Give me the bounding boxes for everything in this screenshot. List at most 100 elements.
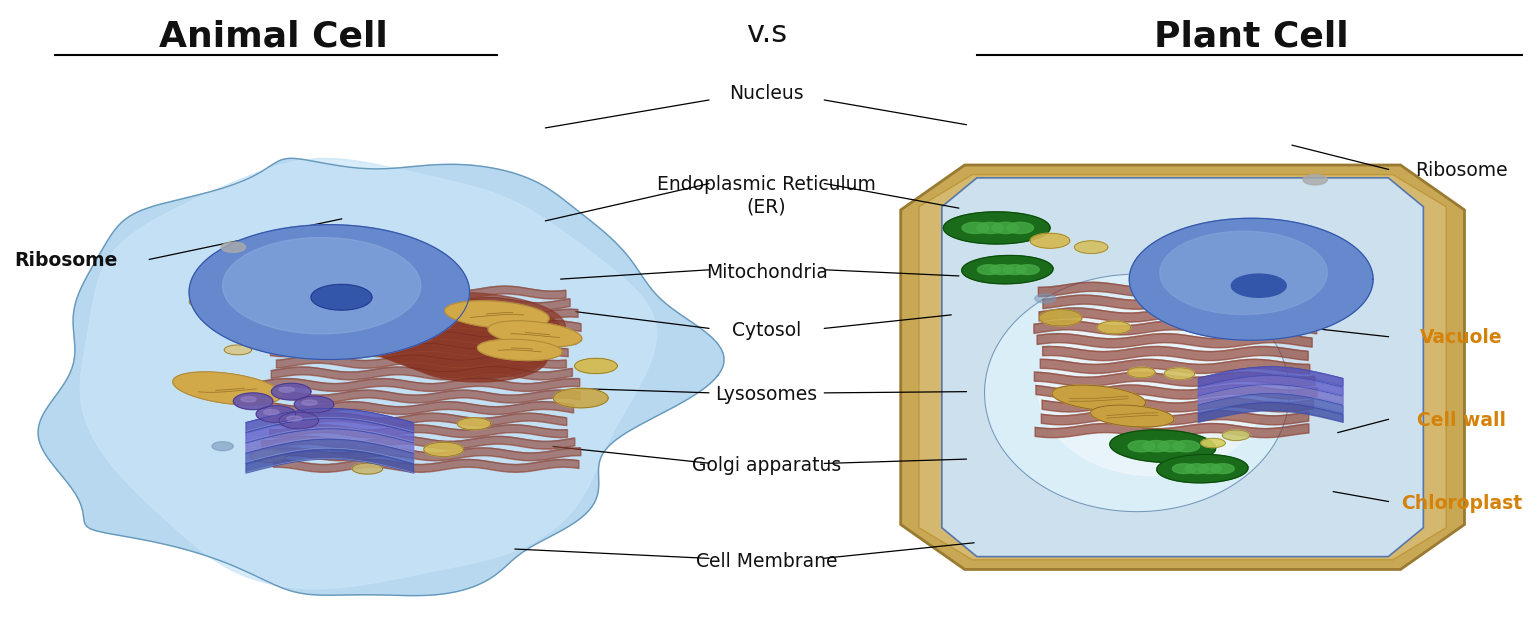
- Polygon shape: [295, 396, 333, 413]
- Polygon shape: [1210, 464, 1235, 474]
- Polygon shape: [410, 334, 547, 382]
- Polygon shape: [1129, 218, 1373, 340]
- Polygon shape: [1052, 385, 1146, 411]
- Polygon shape: [233, 393, 273, 410]
- Polygon shape: [962, 222, 989, 234]
- Polygon shape: [1201, 438, 1226, 447]
- Polygon shape: [1174, 440, 1200, 452]
- Text: Cell Membrane: Cell Membrane: [696, 552, 837, 571]
- Polygon shape: [458, 418, 492, 429]
- Polygon shape: [189, 225, 470, 360]
- Polygon shape: [221, 242, 246, 252]
- Polygon shape: [257, 406, 296, 422]
- Polygon shape: [1111, 430, 1215, 462]
- Polygon shape: [1172, 464, 1197, 474]
- Polygon shape: [398, 327, 550, 379]
- Polygon shape: [943, 212, 1051, 244]
- Polygon shape: [250, 449, 287, 462]
- Polygon shape: [1060, 311, 1077, 318]
- Text: Chloroplast: Chloroplast: [1401, 494, 1522, 514]
- Polygon shape: [310, 284, 372, 310]
- Polygon shape: [553, 388, 608, 408]
- Polygon shape: [303, 400, 316, 405]
- Polygon shape: [1160, 231, 1327, 315]
- Polygon shape: [962, 256, 1054, 284]
- Polygon shape: [212, 442, 233, 451]
- Polygon shape: [38, 159, 723, 596]
- Polygon shape: [1003, 265, 1026, 275]
- Polygon shape: [247, 310, 269, 319]
- Polygon shape: [1015, 265, 1040, 275]
- Polygon shape: [336, 292, 565, 363]
- Polygon shape: [478, 340, 562, 360]
- Polygon shape: [364, 236, 401, 252]
- Polygon shape: [991, 265, 1014, 275]
- Polygon shape: [574, 358, 617, 374]
- Polygon shape: [1031, 233, 1071, 248]
- Polygon shape: [264, 410, 280, 415]
- Polygon shape: [174, 372, 281, 405]
- Polygon shape: [1127, 367, 1155, 377]
- Polygon shape: [1035, 294, 1057, 303]
- Polygon shape: [900, 165, 1464, 569]
- Text: v.s: v.s: [746, 19, 786, 48]
- Polygon shape: [424, 442, 464, 456]
- Polygon shape: [1074, 241, 1107, 254]
- Polygon shape: [174, 372, 281, 405]
- Polygon shape: [224, 345, 252, 355]
- Polygon shape: [280, 412, 318, 429]
- Polygon shape: [1198, 464, 1221, 474]
- Polygon shape: [230, 277, 261, 288]
- Text: Cytosol: Cytosol: [733, 321, 802, 340]
- Polygon shape: [488, 321, 582, 347]
- Polygon shape: [272, 383, 310, 400]
- Polygon shape: [189, 295, 226, 308]
- Polygon shape: [1038, 297, 1266, 476]
- Polygon shape: [1040, 309, 1081, 326]
- Polygon shape: [985, 274, 1289, 512]
- Polygon shape: [218, 317, 237, 325]
- Polygon shape: [287, 416, 303, 421]
- Polygon shape: [977, 265, 1001, 275]
- Polygon shape: [445, 301, 548, 328]
- Text: Plant Cell: Plant Cell: [1154, 19, 1349, 53]
- Polygon shape: [942, 178, 1424, 557]
- Polygon shape: [280, 387, 295, 392]
- Polygon shape: [223, 238, 421, 334]
- Text: Nucleus: Nucleus: [730, 83, 803, 103]
- Text: Endoplasmic Reticulum
(ER): Endoplasmic Reticulum (ER): [657, 175, 876, 216]
- Polygon shape: [241, 397, 257, 402]
- Text: Vacuole: Vacuole: [1421, 327, 1502, 347]
- Polygon shape: [373, 313, 556, 372]
- Polygon shape: [488, 321, 582, 347]
- Polygon shape: [349, 299, 562, 366]
- Polygon shape: [445, 301, 548, 328]
- Text: Lysosomes: Lysosomes: [716, 385, 817, 404]
- Text: Animal Cell: Animal Cell: [158, 19, 387, 53]
- Polygon shape: [1232, 274, 1286, 297]
- Polygon shape: [977, 222, 1003, 234]
- Polygon shape: [352, 464, 382, 474]
- Polygon shape: [226, 329, 250, 339]
- Polygon shape: [1158, 440, 1184, 452]
- Text: Ribosome: Ribosome: [14, 250, 117, 270]
- Polygon shape: [1097, 321, 1130, 334]
- Polygon shape: [1127, 440, 1155, 452]
- Polygon shape: [80, 159, 656, 589]
- Text: Ribosome: Ribosome: [1415, 160, 1508, 180]
- Polygon shape: [1223, 430, 1250, 440]
- Polygon shape: [361, 306, 559, 369]
- Text: Mitochondria: Mitochondria: [705, 263, 828, 282]
- Polygon shape: [330, 444, 358, 455]
- Text: Cell wall: Cell wall: [1416, 411, 1505, 430]
- Polygon shape: [386, 320, 553, 376]
- Polygon shape: [1303, 175, 1327, 185]
- Polygon shape: [1091, 405, 1174, 427]
- Polygon shape: [478, 340, 562, 360]
- Polygon shape: [919, 175, 1447, 560]
- Text: Golgi apparatus: Golgi apparatus: [693, 456, 842, 475]
- Polygon shape: [1006, 222, 1034, 234]
- Polygon shape: [396, 264, 430, 275]
- Polygon shape: [1157, 455, 1249, 483]
- Polygon shape: [1186, 464, 1209, 474]
